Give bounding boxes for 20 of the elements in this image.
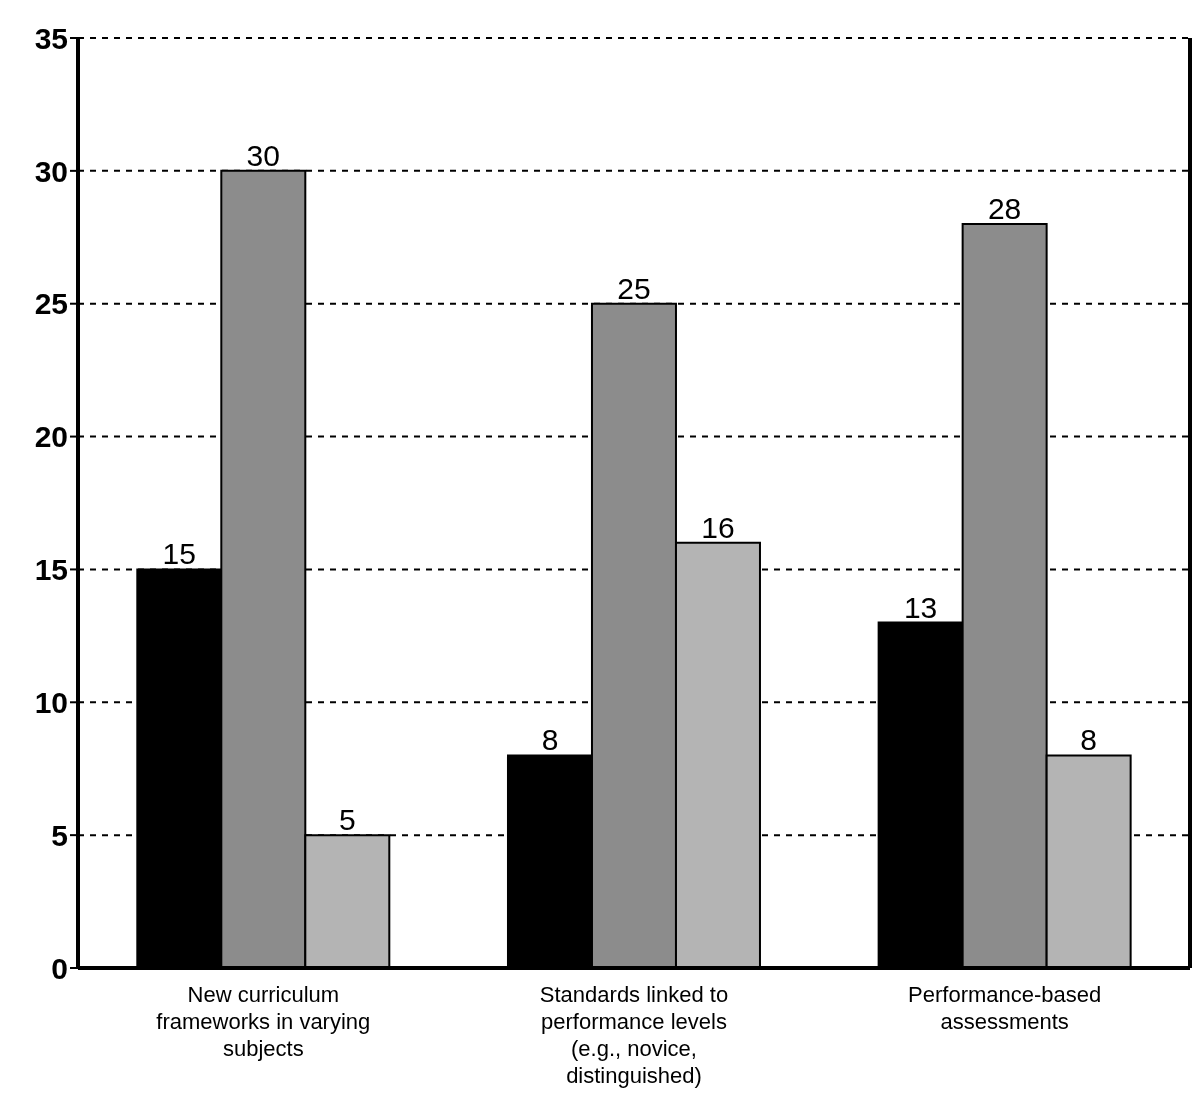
data-label: 13 bbox=[903, 590, 938, 624]
data-label: 28 bbox=[987, 192, 1022, 225]
data-label: 8 bbox=[1080, 723, 1097, 757]
y-tick-label: 20 bbox=[34, 420, 68, 454]
y-tick-label: 15 bbox=[34, 553, 68, 587]
x-tick-label: Performance-based assessments bbox=[908, 982, 1102, 1034]
y-tick-label: 30 bbox=[34, 154, 68, 188]
y-tick-label: 25 bbox=[34, 287, 68, 321]
data-label: 16 bbox=[701, 510, 735, 544]
y-tick-label: 0 bbox=[51, 951, 68, 985]
y-tick-label: 35 bbox=[34, 21, 68, 55]
x-tick-label: Standards linked to performance levels (e.g., novice, distinguished) bbox=[539, 982, 729, 1088]
data-label: 30 bbox=[246, 138, 280, 172]
y-tick-label: 5 bbox=[51, 818, 68, 852]
data-label: 8 bbox=[541, 723, 559, 757]
data-label: 25 bbox=[617, 271, 651, 305]
x-tick-label: New curriculum frameworks in varying subjects bbox=[156, 982, 371, 1061]
data-label: 15 bbox=[162, 537, 196, 571]
y-tick-label: 10 bbox=[34, 685, 68, 719]
data-label: 5 bbox=[338, 803, 356, 837]
